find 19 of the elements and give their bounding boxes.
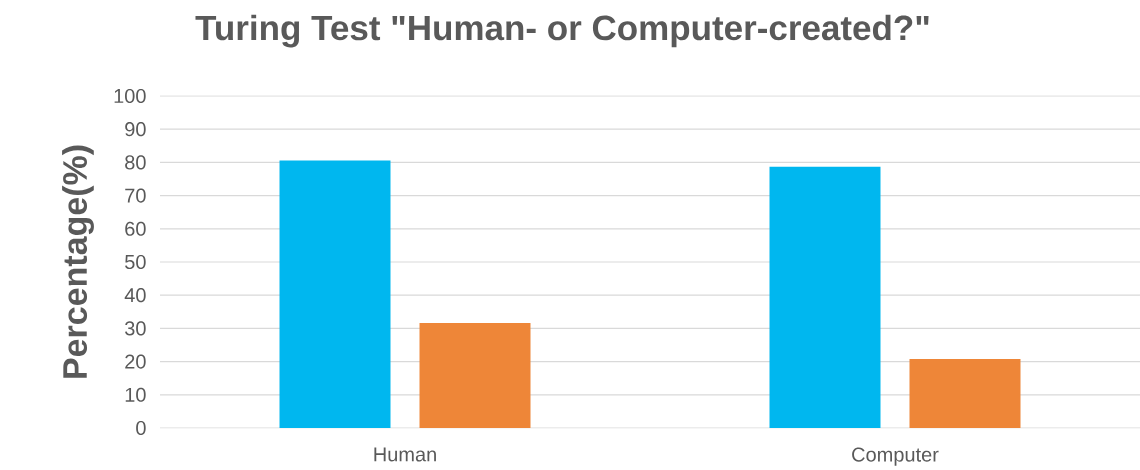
bar (769, 166, 881, 428)
y-axis-title: Percentage(%) (62, 145, 94, 378)
y-tick-label: 50 (125, 254, 146, 270)
y-tick-label: 40 (124, 288, 146, 303)
y-tick-label: 10 (125, 387, 146, 402)
y-tick-label: 70 (125, 188, 146, 203)
chart-title: Turing Test "Human- or Computer-created?" (195, 14, 929, 48)
y-tick-label: 20 (125, 354, 146, 369)
x-tick-label: Human (374, 447, 436, 462)
x-tick-label: Computer (852, 447, 939, 466)
bar (279, 160, 391, 428)
bar (909, 358, 1021, 428)
bar (419, 323, 531, 428)
y-tick-label: 0 (136, 420, 146, 436)
y-tick-label: 90 (125, 122, 146, 137)
y-tick-label: 100 (114, 88, 146, 104)
y-tick-label: 80 (125, 155, 146, 170)
y-tick-label: 30 (125, 321, 146, 336)
y-tick-label: 60 (125, 221, 146, 236)
